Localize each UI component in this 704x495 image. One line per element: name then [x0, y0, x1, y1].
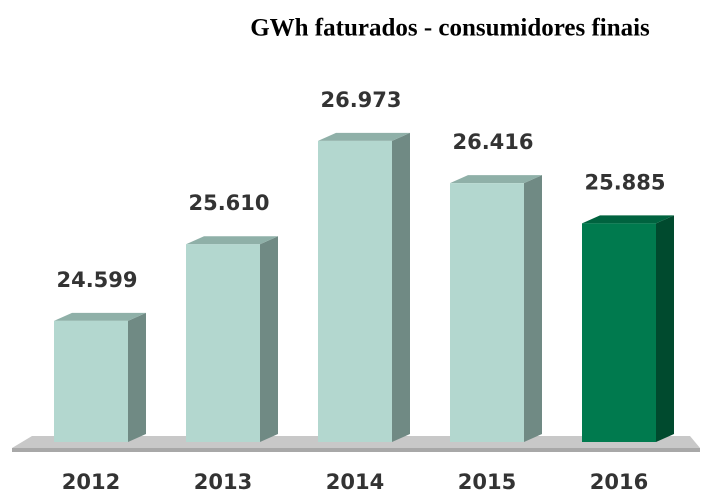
- bar-side: [260, 236, 278, 442]
- value-label: 25.610: [188, 191, 269, 215]
- bar-top: [54, 312, 146, 321]
- bar-top: [186, 236, 278, 245]
- bar-top: [318, 132, 410, 141]
- bar-side: [656, 215, 674, 442]
- chart-title: GWh faturados - consumidores finais: [250, 15, 650, 42]
- value-label: 24.599: [56, 268, 137, 292]
- value-label: 26.973: [320, 88, 401, 112]
- x-tick-label: 2016: [590, 470, 648, 494]
- bar-side: [128, 312, 146, 442]
- bar: [186, 244, 260, 442]
- x-tick-label: 2012: [62, 470, 120, 494]
- x-tick-label: 2013: [194, 470, 252, 494]
- value-label: 26.416: [452, 130, 533, 154]
- x-tick-label: 2014: [326, 470, 384, 494]
- bar: [54, 320, 128, 442]
- bar: [318, 140, 392, 443]
- floor-edge: [12, 448, 700, 452]
- value-label: 25.885: [584, 170, 665, 194]
- bar: [582, 223, 656, 442]
- bar-side: [392, 132, 410, 443]
- bar: [450, 183, 524, 442]
- bar-top: [450, 175, 542, 184]
- bar-top: [582, 215, 674, 224]
- bar-side: [524, 175, 542, 442]
- x-tick-label: 2015: [458, 470, 516, 494]
